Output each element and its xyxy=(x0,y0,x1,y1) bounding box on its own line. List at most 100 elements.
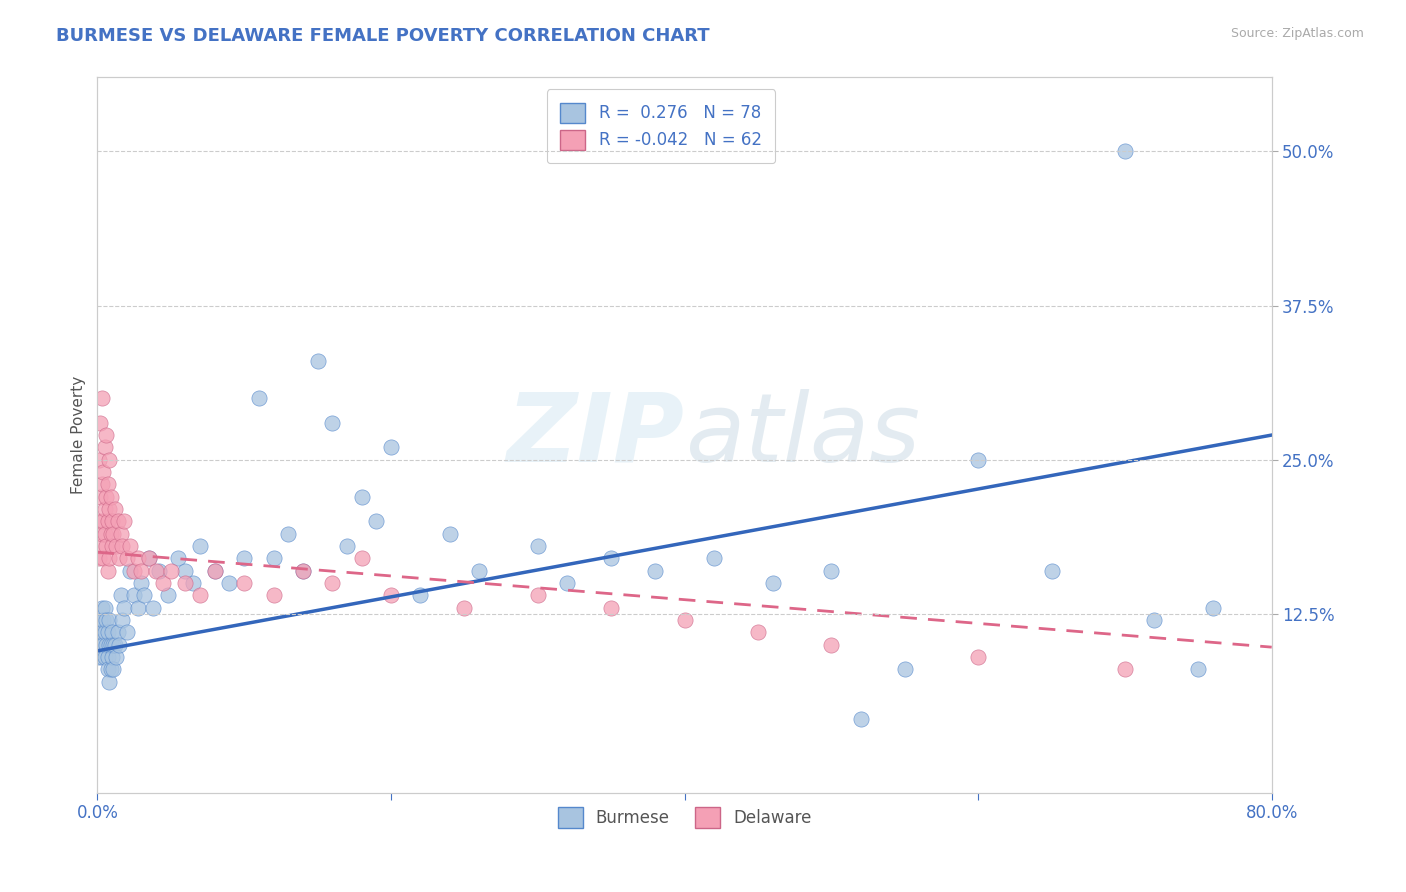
Point xyxy=(93,526,115,541)
Text: BURMESE VS DELAWARE FEMALE POVERTY CORRELATION CHART: BURMESE VS DELAWARE FEMALE POVERTY CORRE… xyxy=(56,27,710,45)
Point xyxy=(152,576,174,591)
Point xyxy=(148,564,170,578)
Point xyxy=(336,539,359,553)
Point xyxy=(87,514,110,528)
Point xyxy=(91,613,114,627)
Point xyxy=(321,576,343,591)
Y-axis label: Female Poverty: Female Poverty xyxy=(72,376,86,494)
Point xyxy=(98,613,121,627)
Point xyxy=(97,662,120,676)
Point xyxy=(97,514,120,528)
Point xyxy=(555,576,578,591)
Point xyxy=(96,638,118,652)
Point xyxy=(96,490,118,504)
Point xyxy=(1040,564,1063,578)
Point xyxy=(93,625,115,640)
Point xyxy=(98,551,121,566)
Point xyxy=(91,551,114,566)
Point xyxy=(90,526,112,541)
Point xyxy=(100,638,122,652)
Point xyxy=(87,650,110,665)
Point xyxy=(105,539,128,553)
Point xyxy=(159,564,181,578)
Point xyxy=(233,576,256,591)
Point xyxy=(307,354,329,368)
Point xyxy=(820,638,842,652)
Point xyxy=(762,576,785,591)
Point xyxy=(967,452,990,467)
Point xyxy=(820,564,842,578)
Point xyxy=(131,564,153,578)
Point xyxy=(453,600,475,615)
Point xyxy=(100,490,122,504)
Point xyxy=(1202,600,1225,615)
Text: ZIP: ZIP xyxy=(506,389,685,482)
Point xyxy=(89,539,111,553)
Point xyxy=(91,638,114,652)
Point xyxy=(112,600,135,615)
Point xyxy=(247,391,270,405)
Point xyxy=(110,588,132,602)
Point xyxy=(112,514,135,528)
Point xyxy=(218,576,240,591)
Point xyxy=(87,551,110,566)
Point xyxy=(167,551,190,566)
Point xyxy=(107,625,129,640)
Point xyxy=(87,452,110,467)
Point xyxy=(105,650,128,665)
Point xyxy=(600,600,623,615)
Point xyxy=(93,600,115,615)
Point xyxy=(1114,145,1136,159)
Point xyxy=(93,650,115,665)
Point xyxy=(188,539,211,553)
Point xyxy=(89,490,111,504)
Point xyxy=(188,588,211,602)
Point xyxy=(526,588,548,602)
Point xyxy=(101,514,124,528)
Point xyxy=(127,600,149,615)
Point xyxy=(111,613,134,627)
Point xyxy=(104,638,127,652)
Point xyxy=(145,564,167,578)
Point xyxy=(90,650,112,665)
Point xyxy=(89,638,111,652)
Point xyxy=(90,391,112,405)
Point xyxy=(181,576,204,591)
Point xyxy=(644,564,666,578)
Point xyxy=(101,625,124,640)
Point xyxy=(600,551,623,566)
Point xyxy=(98,674,121,689)
Point xyxy=(100,662,122,676)
Point xyxy=(115,625,138,640)
Point xyxy=(97,650,120,665)
Point xyxy=(96,613,118,627)
Point xyxy=(103,662,125,676)
Point xyxy=(93,441,115,455)
Point xyxy=(174,564,197,578)
Point xyxy=(291,564,314,578)
Point xyxy=(1114,662,1136,676)
Text: atlas: atlas xyxy=(685,389,920,482)
Point xyxy=(277,526,299,541)
Point xyxy=(97,564,120,578)
Point xyxy=(97,477,120,491)
Point xyxy=(747,625,769,640)
Point xyxy=(107,514,129,528)
Point xyxy=(156,588,179,602)
Point xyxy=(104,502,127,516)
Point xyxy=(108,551,131,566)
Point xyxy=(380,588,402,602)
Point xyxy=(91,465,114,479)
Point xyxy=(96,539,118,553)
Point xyxy=(110,526,132,541)
Point xyxy=(138,551,160,566)
Point xyxy=(409,588,432,602)
Point xyxy=(967,650,990,665)
Point xyxy=(127,551,149,566)
Point xyxy=(134,588,156,602)
Point xyxy=(138,551,160,566)
Point xyxy=(122,564,145,578)
Point xyxy=(90,625,112,640)
Point xyxy=(118,564,141,578)
Point xyxy=(263,551,285,566)
